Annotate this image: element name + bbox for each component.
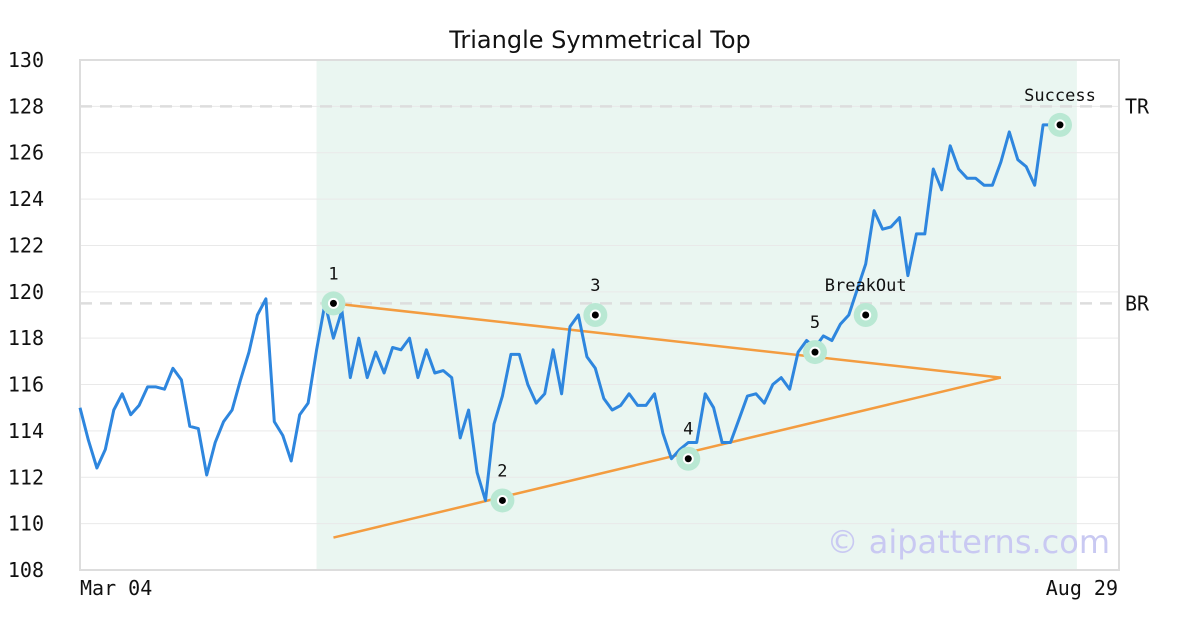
y-tick-label: 130 bbox=[8, 48, 44, 72]
pattern-point: 4 bbox=[676, 420, 701, 471]
point-label: 2 bbox=[497, 461, 507, 481]
x-end-label: Aug 29 bbox=[1046, 576, 1118, 600]
y-tick-label: 120 bbox=[8, 280, 44, 304]
point-label: 5 bbox=[810, 313, 820, 333]
pattern-point: BreakOut bbox=[825, 276, 907, 327]
y-tick-labels: 108 110 112 114 116 118 120 122 124 126 128 130 bbox=[8, 48, 44, 582]
y-tick-label: 128 bbox=[8, 94, 44, 118]
point-label: 4 bbox=[683, 420, 693, 440]
point-dot bbox=[862, 311, 870, 319]
point-label: 1 bbox=[328, 264, 338, 284]
y-tick-label: 114 bbox=[8, 419, 44, 443]
trendline bbox=[333, 376, 1002, 539]
pattern-point: 2 bbox=[490, 461, 515, 513]
y-tick-label: 112 bbox=[8, 465, 44, 489]
level-lines: TR BR bbox=[80, 94, 1150, 315]
point-dot bbox=[329, 299, 337, 307]
point-dot bbox=[1056, 121, 1064, 129]
y-tick-label: 110 bbox=[8, 512, 44, 536]
watermark: © aipatterns.com bbox=[827, 523, 1110, 561]
trendline bbox=[333, 302, 1002, 379]
plot-frame bbox=[79, 59, 1120, 571]
y-tick-label: 116 bbox=[8, 373, 44, 397]
pattern-point: Success bbox=[1024, 86, 1096, 137]
level-label: TR bbox=[1125, 94, 1150, 118]
y-tick-label: 108 bbox=[8, 558, 44, 582]
y-tick-label: 126 bbox=[8, 141, 44, 165]
trendlines bbox=[333, 302, 1002, 539]
point-dot bbox=[684, 455, 692, 463]
y-tick-label: 124 bbox=[8, 187, 44, 211]
point-dot bbox=[591, 311, 599, 319]
series-line bbox=[78, 123, 1060, 502]
point-label: BreakOut bbox=[825, 276, 907, 296]
y-tick-label: 118 bbox=[8, 326, 44, 350]
pattern-point: 3 bbox=[583, 276, 608, 327]
point-label: 3 bbox=[590, 276, 600, 296]
x-start-label: Mar 04 bbox=[80, 576, 152, 600]
point-dot bbox=[498, 496, 506, 504]
pattern-point: 5 bbox=[803, 313, 827, 365]
level-label: BR bbox=[1125, 291, 1150, 315]
point-dot bbox=[811, 348, 819, 356]
chart-title: Triangle Symmetrical Top bbox=[448, 26, 751, 54]
point-label: Success bbox=[1024, 86, 1096, 106]
y-tick-label: 122 bbox=[8, 233, 44, 257]
pattern-point: 1 bbox=[321, 264, 346, 316]
